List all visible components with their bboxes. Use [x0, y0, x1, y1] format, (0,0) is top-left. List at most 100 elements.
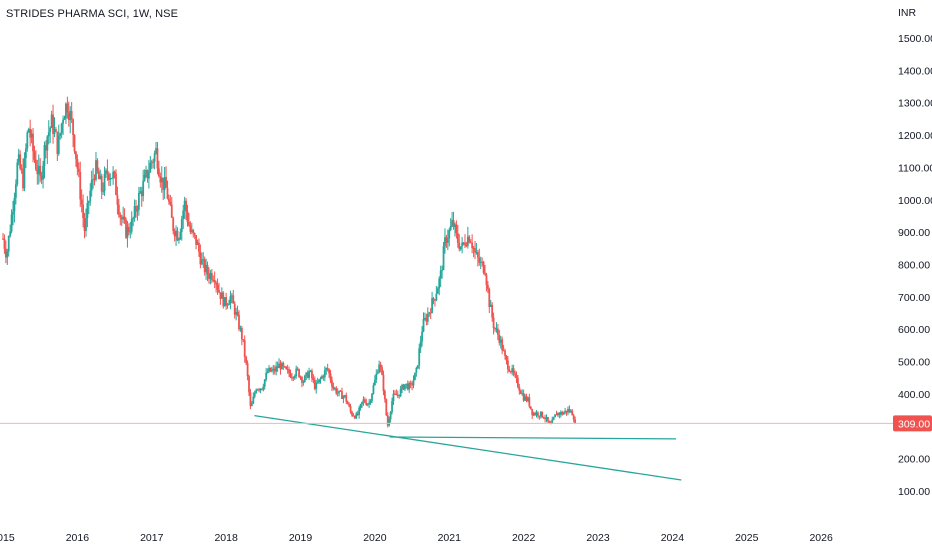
candle-body	[431, 298, 433, 313]
candle-body	[568, 409, 571, 412]
candle-body	[468, 236, 471, 243]
candle-body	[200, 259, 203, 265]
candle-body	[238, 314, 240, 330]
candle-body	[475, 252, 478, 254]
candle-body	[325, 368, 328, 371]
candle-body	[534, 413, 536, 415]
candle-body	[505, 355, 508, 361]
candle-body	[219, 292, 222, 299]
candle-body	[135, 206, 137, 212]
candle-body	[23, 158, 26, 189]
candle-body	[152, 161, 155, 163]
candle-body	[139, 191, 142, 193]
trendlines-layer	[254, 414, 682, 481]
candle-body	[481, 261, 484, 263]
candle-body	[283, 366, 286, 368]
candle-body	[107, 173, 110, 180]
candle-body	[451, 220, 454, 226]
candle-body	[210, 272, 213, 280]
candle-body	[87, 201, 90, 204]
candle-body	[462, 242, 465, 244]
candle-body	[366, 403, 369, 405]
candle-body	[388, 419, 391, 426]
y-axis[interactable]: INR 100.00200.00300.00400.00500.00600.00…	[898, 7, 932, 498]
candle-body	[502, 350, 505, 352]
candle-body	[444, 237, 446, 247]
candle-body	[373, 379, 376, 386]
candle-body	[83, 217, 86, 232]
candle-body	[329, 373, 332, 381]
candle-body	[116, 194, 119, 205]
candle-body	[249, 392, 252, 407]
candle-body	[182, 210, 185, 220]
candle-body	[33, 151, 36, 160]
candle-body	[62, 119, 64, 124]
candle-body	[571, 410, 574, 416]
candle-body	[376, 372, 379, 374]
candle-body	[153, 153, 156, 162]
last-price-tag: 309.00	[893, 415, 932, 432]
candle-body	[218, 289, 220, 293]
candle-body	[326, 368, 329, 370]
candle-body	[538, 415, 541, 417]
candle-body	[266, 371, 269, 373]
candle-body	[159, 176, 162, 183]
candle-body	[303, 375, 306, 382]
trendline[interactable]	[254, 414, 682, 481]
candle-body	[12, 211, 14, 215]
candle-body	[331, 380, 333, 387]
candle-body	[385, 399, 388, 416]
candle-body	[541, 411, 544, 418]
candle-body	[527, 397, 529, 401]
candle-body	[495, 328, 498, 330]
candle-body	[109, 178, 112, 180]
candle-body	[405, 383, 408, 385]
candle-body	[172, 217, 175, 231]
candle-body	[298, 369, 300, 377]
candle-body	[37, 165, 40, 175]
candle-body	[120, 217, 123, 220]
candle-body	[562, 412, 565, 415]
candle-body	[391, 401, 393, 413]
candle-body	[336, 392, 339, 394]
candle-body	[36, 169, 39, 175]
candle-body	[263, 379, 266, 387]
candle-body	[351, 411, 353, 416]
candle-body	[147, 172, 150, 179]
candle-body	[428, 312, 431, 314]
candle-body	[63, 118, 66, 120]
x-tick-label: 2017	[140, 532, 164, 544]
candle-body	[186, 211, 189, 223]
candle-body	[426, 313, 429, 322]
candle-body	[454, 224, 456, 227]
candle-body	[103, 173, 106, 192]
candle-body	[13, 197, 16, 212]
candle-body	[32, 133, 34, 152]
trendline[interactable]	[389, 436, 677, 440]
candle-body	[368, 402, 371, 404]
candle-body	[146, 170, 149, 179]
candle-body	[10, 214, 13, 232]
candle-body	[276, 366, 279, 368]
candle-body	[558, 412, 561, 415]
y-tick-label: 600.00	[898, 324, 930, 336]
candle-body	[155, 148, 157, 154]
candle-body	[175, 230, 177, 237]
candle-body	[236, 311, 239, 315]
candle-body	[471, 242, 474, 248]
y-tick-label: 500.00	[898, 357, 930, 369]
x-axis[interactable]: 2015 2016 2017 2018 2019 2020 2021 2022 2023 2024…	[0, 532, 833, 544]
candle-body	[160, 177, 163, 183]
candle-body	[60, 123, 63, 134]
candle-body	[464, 242, 466, 246]
last-price-tag-background	[893, 415, 932, 432]
candle-body	[289, 373, 292, 378]
candle-body	[282, 363, 285, 367]
candle-body	[479, 261, 482, 263]
candle-body	[102, 191, 105, 193]
candle-body	[80, 199, 83, 205]
candle-body	[442, 246, 445, 270]
candle-body	[332, 386, 335, 389]
candle-body	[499, 339, 502, 343]
